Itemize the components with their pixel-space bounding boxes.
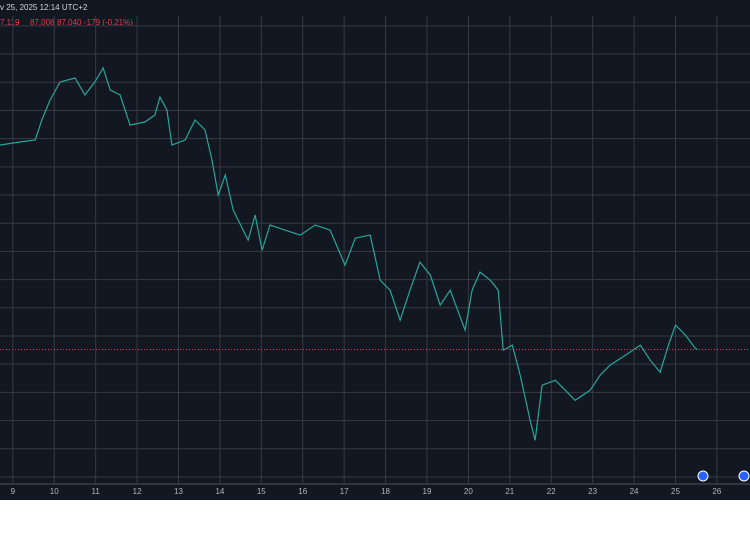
x-tick-label: 23 bbox=[588, 487, 597, 496]
event-badge[interactable] bbox=[697, 470, 709, 482]
x-tick-label: 26 bbox=[712, 487, 721, 496]
x-tick-label: 17 bbox=[340, 487, 349, 496]
header-close: 87,040 bbox=[57, 18, 82, 27]
x-tick-label: 19 bbox=[423, 487, 432, 496]
x-tick-label: 20 bbox=[464, 487, 473, 496]
header-time: v 25, 2025 12:14 UTC+2 bbox=[0, 3, 88, 12]
x-tick-label: 12 bbox=[133, 487, 142, 496]
header-low: 87,008 bbox=[30, 18, 55, 27]
event-badge[interactable] bbox=[738, 470, 750, 482]
price-line bbox=[0, 66, 698, 441]
x-tick-label: 9 bbox=[11, 487, 16, 496]
x-tick-label: 24 bbox=[630, 487, 639, 496]
x-tick-label: 11 bbox=[92, 487, 101, 496]
x-tick-label: 21 bbox=[505, 487, 514, 496]
x-tick-label: 10 bbox=[50, 487, 59, 496]
header-high: 7,119 bbox=[0, 18, 20, 27]
chart-background bbox=[0, 0, 750, 500]
event-icon[interactable] bbox=[697, 470, 750, 482]
header-change: -179 (-0.21%) bbox=[84, 18, 133, 27]
x-tick-label: 16 bbox=[298, 487, 307, 496]
x-tick-label: 15 bbox=[257, 487, 266, 496]
x-tick-label: 25 bbox=[671, 487, 680, 496]
x-tick-label: 22 bbox=[547, 487, 556, 496]
x-tick-label: 18 bbox=[381, 487, 390, 496]
x-tick-label: 14 bbox=[215, 487, 224, 496]
x-tick-label: 13 bbox=[174, 487, 183, 496]
